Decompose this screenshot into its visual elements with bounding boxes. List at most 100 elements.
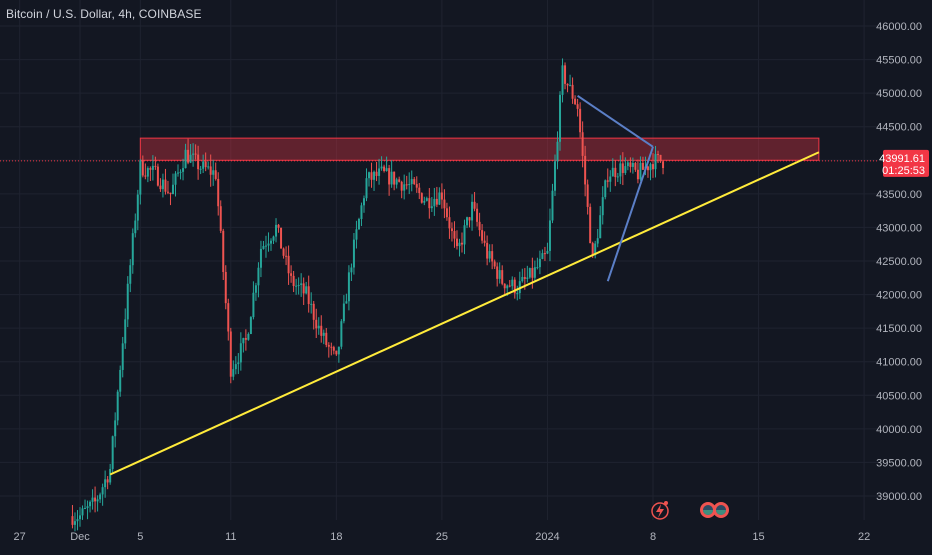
candle-body (626, 162, 629, 167)
candle-body (516, 293, 519, 295)
candle (352, 233, 355, 275)
candle-body (541, 253, 544, 259)
candle (151, 155, 154, 181)
candle-body (192, 153, 195, 155)
candle-body (488, 251, 491, 259)
candle (546, 242, 549, 255)
candle (317, 317, 320, 335)
candle (576, 98, 579, 117)
candle-body (659, 154, 662, 162)
candle (466, 216, 469, 229)
candle-body (154, 165, 157, 167)
candle-body (614, 167, 617, 178)
candle (242, 337, 245, 353)
candle-countdown-label: 01:25:53 (882, 165, 925, 177)
candle-body (214, 170, 217, 179)
candle (320, 315, 323, 343)
earnings-event-icon-2 (713, 502, 729, 518)
candle (111, 435, 114, 474)
event-icons[interactable] (651, 501, 729, 520)
candle-body (184, 149, 187, 169)
candle-body (149, 168, 152, 170)
candle-body (297, 284, 300, 286)
resistance-zone (139, 137, 820, 161)
candle-body (290, 273, 293, 276)
candle (91, 489, 94, 510)
candle-body (317, 325, 320, 329)
candle-body (254, 285, 257, 293)
candle (134, 213, 137, 238)
candle (443, 189, 446, 219)
candle-body (350, 267, 353, 273)
candle-body (581, 132, 584, 156)
candle (327, 342, 330, 358)
candle-body (606, 180, 609, 182)
candle (435, 186, 438, 208)
candle-body (126, 283, 129, 320)
candle (94, 486, 97, 513)
candle-body (207, 166, 210, 168)
candle (433, 187, 436, 216)
candle-body (139, 160, 142, 195)
time-tick-label: 8 (650, 531, 656, 543)
time-tick-label: 11 (225, 531, 236, 543)
candle (639, 156, 642, 181)
candle-body (272, 236, 275, 241)
candle (101, 483, 104, 506)
candle-body (511, 279, 514, 287)
candle (604, 179, 607, 200)
candle-body (611, 167, 614, 177)
candle-body (368, 172, 371, 179)
resistance-zone-layer[interactable] (0, 137, 878, 162)
candle (501, 265, 504, 286)
candle-body (639, 162, 642, 180)
candle (621, 152, 624, 186)
candle-body (636, 169, 639, 180)
candle-body (287, 255, 290, 274)
candle-body (232, 369, 235, 377)
candle (425, 196, 428, 202)
last-price-label: 43991.61 (879, 153, 925, 165)
time-axis[interactable]: 27 Dec 5 11 18 25 2024 8 15 22 (14, 531, 871, 543)
price-tick-label: 42000.00 (876, 290, 922, 302)
candle-body (141, 160, 144, 176)
candle (641, 156, 644, 170)
candle (171, 173, 174, 195)
candle-body (229, 331, 232, 377)
candle (553, 154, 556, 197)
price-tick-label: 40000.00 (876, 424, 922, 436)
candle (79, 507, 81, 527)
candle (114, 412, 117, 448)
candle-body (564, 65, 567, 84)
candle (488, 244, 491, 263)
candle (262, 240, 265, 250)
price-axis[interactable]: 46000.00 45500.00 45000.00 44500.00 43500.00… (876, 0, 932, 550)
candle (657, 150, 660, 164)
candle-body (378, 168, 381, 176)
candle (458, 238, 461, 257)
candle-body (362, 198, 365, 206)
candle-body (503, 283, 506, 289)
pennant-line-1 (577, 95, 654, 148)
drawings[interactable] (109, 95, 820, 476)
candle-body (408, 184, 411, 186)
candle (596, 228, 599, 248)
candle (189, 143, 192, 164)
candle (548, 208, 551, 262)
candle (478, 212, 481, 237)
candle (471, 194, 474, 231)
candle (493, 259, 496, 269)
candle-body (599, 215, 602, 239)
candle (282, 247, 285, 259)
candle (345, 293, 348, 304)
candle (634, 161, 637, 172)
candle-body (556, 141, 559, 162)
candles (71, 58, 665, 532)
candle-body (209, 166, 212, 175)
candle-body (325, 332, 328, 345)
candle (385, 156, 388, 172)
candle-body (277, 224, 280, 228)
support-trendline (109, 151, 820, 476)
